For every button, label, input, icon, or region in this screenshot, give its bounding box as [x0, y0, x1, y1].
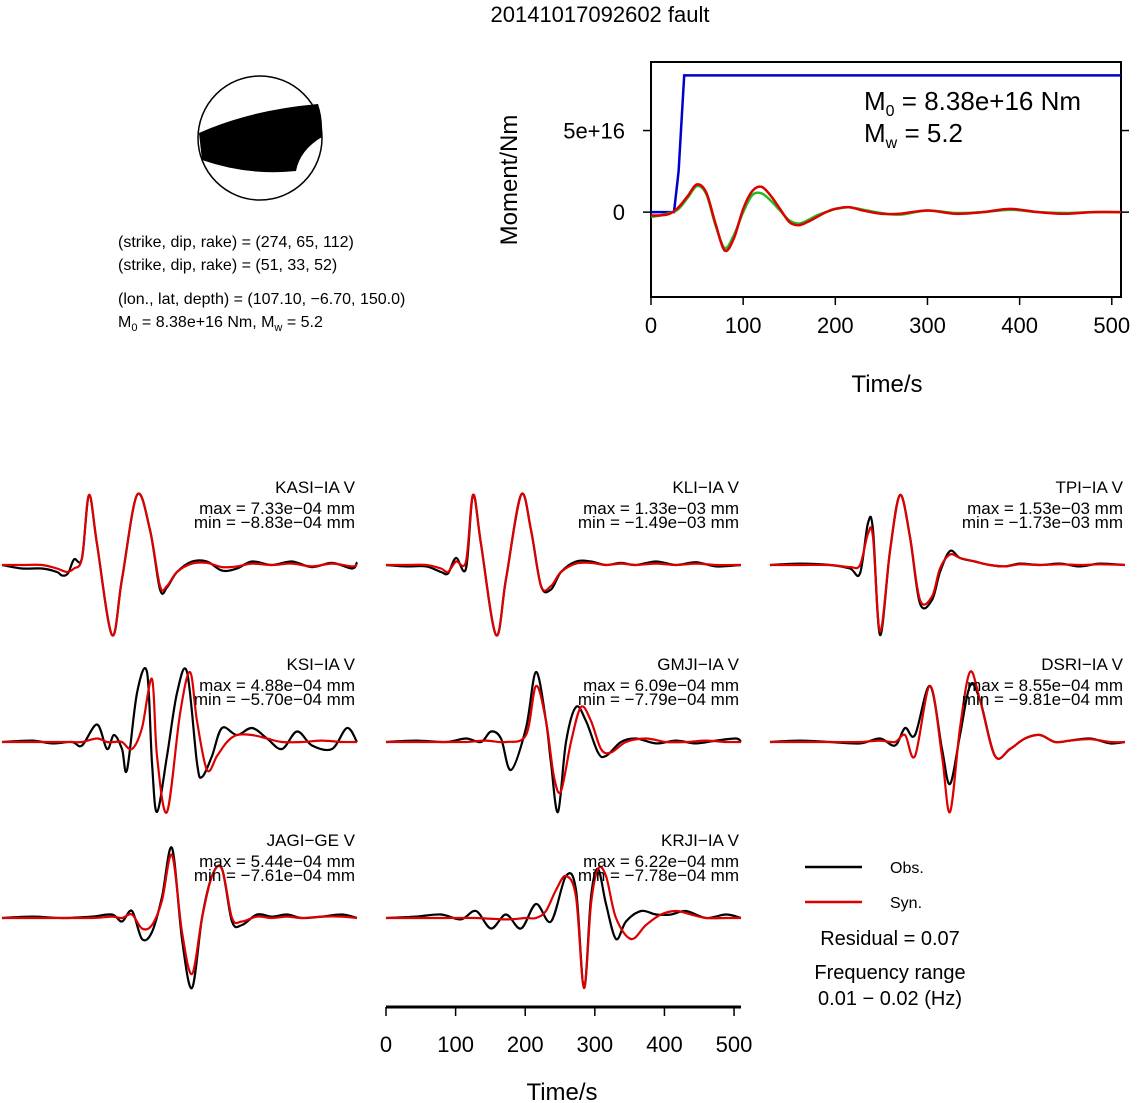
moment-series-rate_green [650, 184, 1122, 250]
synthetic-trace [385, 492, 742, 637]
synthetic-trace [385, 684, 742, 795]
moment-ylabel: Moment/Nm [496, 115, 523, 246]
station-max: max = 1.53e−03 mm [967, 499, 1123, 518]
station-max: max = 8.55e−04 mm [967, 676, 1123, 695]
station-max: max = 6.22e−04 mm [583, 852, 739, 871]
station-name: KLI−IA V [672, 478, 739, 497]
moment-series-rate_red [650, 183, 1122, 253]
station-min: min = −1.73e−03 mm [962, 513, 1123, 532]
station-max: max = 4.88e−04 mm [199, 676, 355, 695]
frequency-range: 0.01 − 0.02 (Hz) [818, 988, 962, 1010]
station-name: GMJI−IA V [657, 655, 739, 674]
legend-syn-label: Syn. [890, 895, 922, 912]
synthetic-trace [769, 670, 1126, 814]
moment-axes: 0 100 200 300 400 500 0 5e+16 [563, 119, 1130, 338]
moment-plot-frame [650, 61, 1122, 298]
moment-xtick-label: 200 [817, 313, 854, 338]
moment-ytick-label: 5e+16 [563, 119, 625, 144]
moment-xtick-label: 0 [645, 313, 657, 338]
page-title: 20141017092602 fault [491, 2, 710, 27]
station-min: min = −7.61e−04 mm [194, 866, 355, 885]
focal-info: (strike, dip, rake) = (274, 65, 112) (st… [118, 234, 405, 334]
synthetic-trace [1, 492, 358, 637]
focal-line2: (strike, dip, rake) = (51, 33, 52) [118, 257, 337, 274]
frequency-title: Frequency range [814, 962, 965, 984]
moment-xlabel: Time/s [851, 371, 922, 398]
moment-xtick-label: 400 [1001, 313, 1038, 338]
observed-trace [385, 867, 742, 990]
moment-series-cumulative [651, 74, 1121, 214]
moment-annot-m0: M0 = 8.38e+16 Nm [864, 86, 1081, 120]
waveform-xlabel: Time/s [526, 1079, 597, 1103]
synthetic-trace [769, 493, 1126, 633]
station-name: DSRI−IA V [1041, 655, 1123, 674]
station-min: min = −7.78e−04 mm [578, 866, 739, 885]
legend-obs-label: Obs. [890, 860, 924, 877]
waveform-xtick-label: 400 [646, 1032, 683, 1057]
waveform-xtick-label: 200 [507, 1032, 544, 1057]
moment-xtick-label: 500 [1093, 313, 1130, 338]
legend: Obs. Syn. Residual = 0.07 Frequency rang… [805, 860, 966, 1010]
station-min: min = −5.70e−04 mm [194, 690, 355, 709]
station-min: min = −8.83e−04 mm [194, 513, 355, 532]
station-name: KSI−IA V [286, 655, 355, 674]
station-max: max = 6.09e−04 mm [583, 676, 739, 695]
focal-line3: (lon., lat, depth) = (107.10, −6.70, 150… [118, 291, 405, 308]
station-min: min = −1.49e−03 mm [578, 513, 739, 532]
synthetic-trace [1, 670, 358, 814]
moment-xtick-label: 300 [909, 313, 946, 338]
focal-line1: (strike, dip, rake) = (274, 65, 112) [118, 234, 354, 251]
station-min: min = −9.81e−04 mm [962, 690, 1123, 709]
station-name: KASI−IA V [275, 478, 356, 497]
synthetic-trace [2, 853, 358, 976]
station-name: KRJI−IA V [661, 831, 740, 850]
waveform-xtick-label: 300 [576, 1032, 613, 1057]
beachball [197, 75, 323, 201]
moment-ytick-label: 0 [613, 200, 625, 225]
moment-annot-mw: Mw = 5.2 [864, 118, 963, 152]
moment-lines [650, 74, 1122, 253]
synthetic-trace [386, 865, 741, 990]
waveform-xtick-label: 500 [716, 1032, 753, 1057]
station-max: max = 1.33e−03 mm [583, 499, 739, 518]
station-min: min = −7.79e−04 mm [578, 690, 739, 709]
station-max: max = 5.44e−04 mm [199, 852, 355, 871]
observed-trace [1, 846, 358, 990]
residual-text: Residual = 0.07 [820, 928, 960, 950]
observed-trace [1, 666, 358, 814]
waveform-xtick-label: 100 [437, 1032, 474, 1057]
waveform-time-axis: 0 100 200 300 400 500 [380, 1005, 753, 1057]
station-name: JAGI−GE V [267, 831, 356, 850]
moment-xtick-label: 100 [725, 313, 762, 338]
waveform-xtick-label: 0 [380, 1032, 392, 1057]
focal-magnitude: M0 = 8.38e+16 Nm, Mw = 5.2 [118, 314, 323, 334]
station-name: TPI−IA V [1055, 478, 1123, 497]
station-max: max = 7.33e−04 mm [199, 499, 355, 518]
